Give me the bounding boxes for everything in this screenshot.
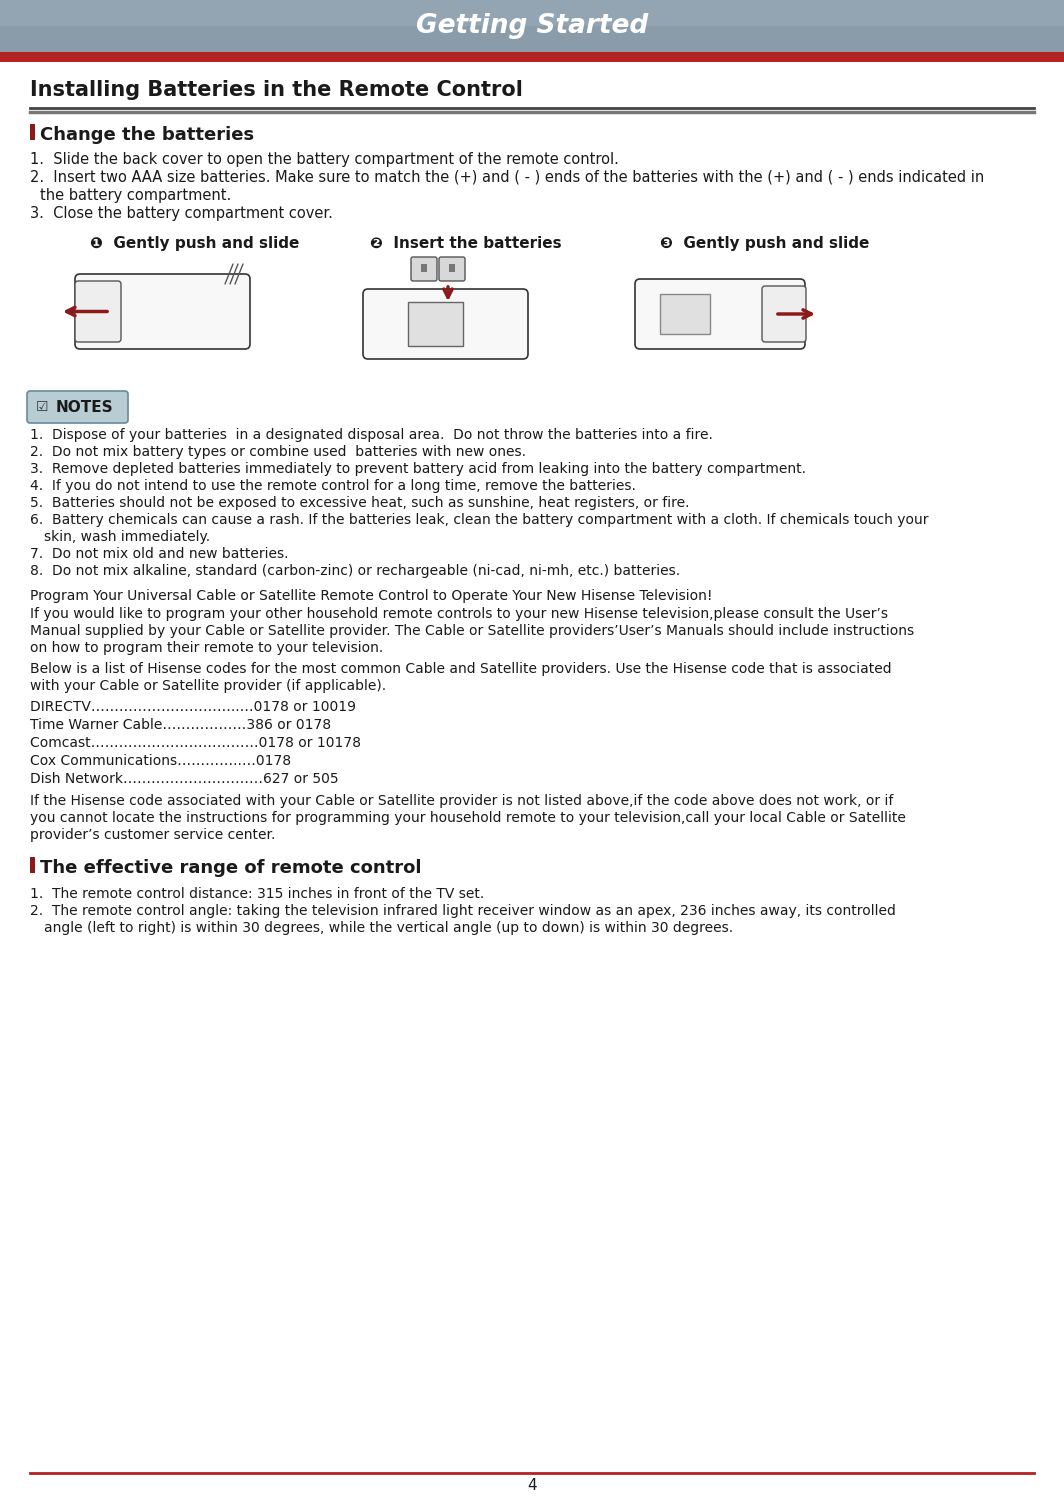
Bar [0,0,1064,53]
Text: 5.  Batteries should not be exposed to excessive heat, such as sunshine, heat re: 5. Batteries should not be exposed to ex… [30,496,689,510]
Text: the battery compartment.: the battery compartment. [40,188,231,203]
Text: 2.  The remote control angle: taking the television infrared light receiver wind: 2. The remote control angle: taking the … [30,903,896,918]
Text: 2.  Insert two AAA size batteries. Make sure to match the (+) and ( - ) ends of : 2. Insert two AAA size batteries. Make s… [30,170,984,185]
Text: Installing Batteries in the Remote Control: Installing Batteries in the Remote Contr… [30,80,522,101]
Bar [660,295,710,334]
Text: angle (left to right) is within 30 degrees, while the vertical angle (up to down: angle (left to right) is within 30 degre… [44,921,733,935]
FancyBboxPatch shape [27,391,128,422]
Text: on how to program their remote to your television.: on how to program their remote to your t… [30,640,383,655]
Text: Comcast………………………………0178 or 10178: Comcast………………………………0178 or 10178 [30,736,361,750]
Text: 8.  Do not mix alkaline, standard (carbon-zinc) or rechargeable (ni-cad, ni-mh, : 8. Do not mix alkaline, standard (carbon… [30,564,680,579]
Text: 3.  Close the battery compartment cover.: 3. Close the battery compartment cover. [30,206,333,221]
Text: ❸  Gently push and slide: ❸ Gently push and slide [660,236,869,251]
FancyBboxPatch shape [74,274,250,349]
Text: 7.  Do not mix old and new batteries.: 7. Do not mix old and new batteries. [30,547,288,561]
FancyBboxPatch shape [74,281,121,343]
Bar [0,53,1064,62]
Text: 3.  Remove depleted batteries immediately to prevent battery acid from leaking i: 3. Remove depleted batteries immediately… [30,461,807,476]
Text: 4.  If you do not intend to use the remote control for a long time, remove the b: 4. If you do not intend to use the remot… [30,479,636,493]
Text: NOTES: NOTES [56,400,114,415]
Bar [30,125,35,140]
Text: 1.  Slide the back cover to open the battery compartment of the remote control.: 1. Slide the back cover to open the batt… [30,152,619,167]
FancyBboxPatch shape [762,286,807,343]
Text: The effective range of remote control: The effective range of remote control [40,860,421,876]
Bar [449,265,455,272]
Text: provider’s customer service center.: provider’s customer service center. [30,828,276,842]
FancyBboxPatch shape [363,289,528,359]
Bar [30,857,35,873]
FancyBboxPatch shape [439,257,465,281]
Text: If the Hisense code associated with your Cable or Satellite provider is not list: If the Hisense code associated with your… [30,794,894,809]
Text: Program Your Universal Cable or Satellite Remote Control to Operate Your New His: Program Your Universal Cable or Satellit… [30,589,713,603]
Text: 6.  Battery chemicals can cause a rash. If the batteries leak, clean the battery: 6. Battery chemicals can cause a rash. I… [30,513,929,528]
Text: 2.  Do not mix battery types or combine used  batteries with new ones.: 2. Do not mix battery types or combine u… [30,445,526,458]
Text: Dish Network…………………………627 or 505: Dish Network…………………………627 or 505 [30,773,338,786]
FancyBboxPatch shape [411,257,437,281]
Text: 1.  The remote control distance: 315 inches in front of the TV set.: 1. The remote control distance: 315 inch… [30,887,484,900]
Text: Change the batteries: Change the batteries [40,126,254,144]
Text: ❷  Insert the batteries: ❷ Insert the batteries [370,236,562,251]
FancyBboxPatch shape [635,280,805,349]
Text: Time Warner Cable………………386 or 0178: Time Warner Cable………………386 or 0178 [30,718,331,732]
Text: ☑: ☑ [36,400,49,413]
Text: with your Cable or Satellite provider (if applicable).: with your Cable or Satellite provider (i… [30,679,386,693]
Text: skin, wash immediately.: skin, wash immediately. [44,531,210,544]
Text: you cannot locate the instructions for programming your household remote to your: you cannot locate the instructions for p… [30,812,905,825]
Text: If you would like to program your other household remote controls to your new Hi: If you would like to program your other … [30,607,888,621]
Text: Below is a list of Hisense codes for the most common Cable and Satellite provide: Below is a list of Hisense codes for the… [30,661,892,676]
Text: Getting Started: Getting Started [416,14,648,39]
Bar [421,265,427,272]
Text: ❶  Gently push and slide: ❶ Gently push and slide [90,236,299,251]
Text: Cox Communications…………..…0178: Cox Communications…………..…0178 [30,755,292,768]
Text: 4: 4 [527,1477,537,1492]
Text: Manual supplied by your Cable or Satellite provider. The Cable or Satellite prov: Manual supplied by your Cable or Satelli… [30,624,914,637]
Text: 1.  Dispose of your batteries  in a designated disposal area.  Do not throw the : 1. Dispose of your batteries in a design… [30,428,713,442]
Text: DIRECTV…………………………..…0178 or 10019: DIRECTV…………………………..…0178 or 10019 [30,700,356,714]
Bar [0,0,1064,26]
Bar [408,302,463,346]
